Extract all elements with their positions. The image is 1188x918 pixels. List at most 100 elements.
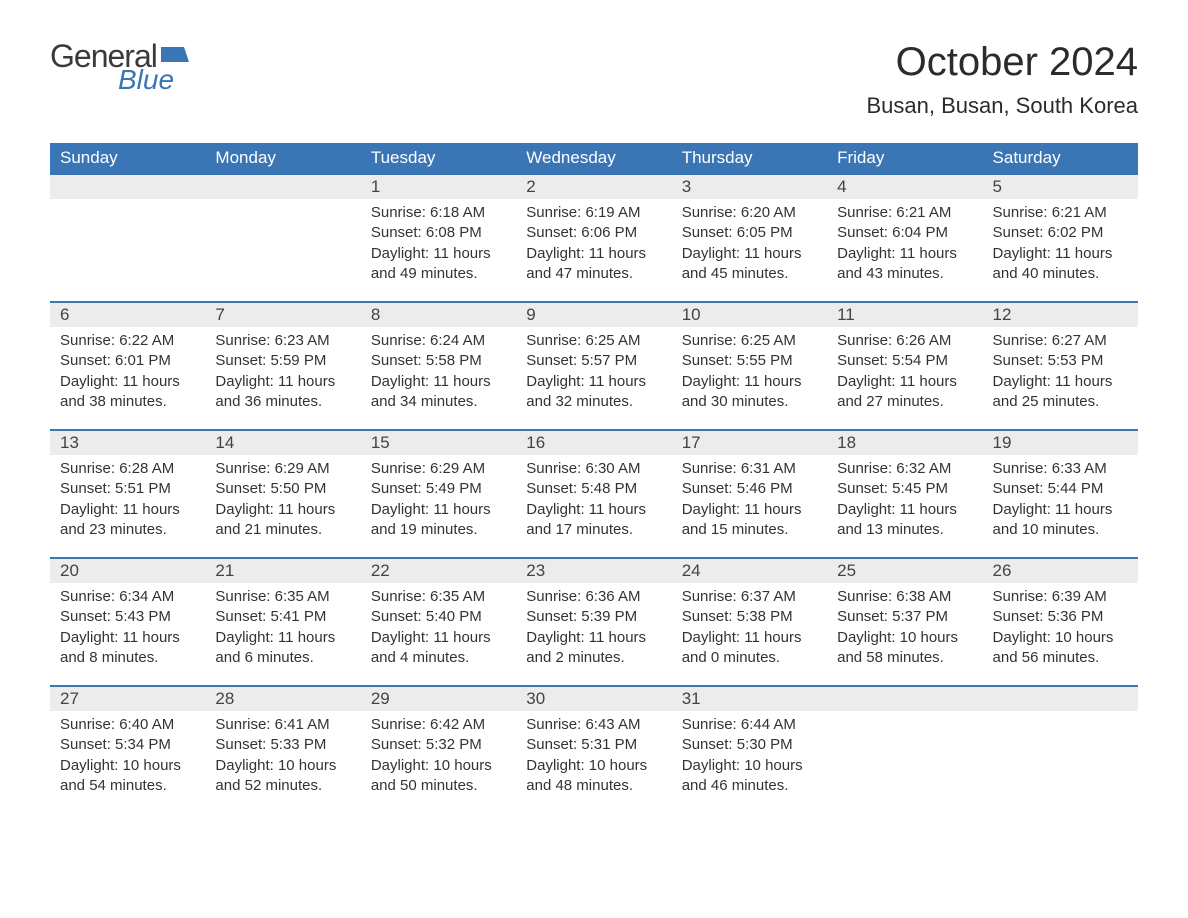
day-sunrise: Sunrise: 6:39 AM: [993, 587, 1128, 607]
day-daylight2: and 48 minutes.: [526, 776, 661, 796]
calendar-cell: 25Sunrise: 6:38 AMSunset: 5:37 PMDayligh…: [827, 557, 982, 685]
day-body: Sunrise: 6:30 AMSunset: 5:48 PMDaylight:…: [516, 455, 671, 544]
day-sunrise: Sunrise: 6:36 AM: [526, 587, 661, 607]
day-daylight1: Daylight: 11 hours: [837, 244, 972, 264]
calendar-cell: .: [50, 173, 205, 301]
day-body: Sunrise: 6:37 AMSunset: 5:38 PMDaylight:…: [672, 583, 827, 672]
calendar-cell: .: [983, 685, 1138, 813]
day-daylight2: and 47 minutes.: [526, 264, 661, 284]
day-number: 15: [361, 429, 516, 455]
day-daylight2: and 38 minutes.: [60, 392, 195, 412]
day-sunset: Sunset: 6:06 PM: [526, 223, 661, 243]
day-daylight1: Daylight: 11 hours: [682, 244, 817, 264]
calendar-cell: 14Sunrise: 6:29 AMSunset: 5:50 PMDayligh…: [205, 429, 360, 557]
day-sunrise: Sunrise: 6:28 AM: [60, 459, 195, 479]
day-sunrise: Sunrise: 6:29 AM: [215, 459, 350, 479]
day-sunrise: Sunrise: 6:20 AM: [682, 203, 817, 223]
day-daylight2: and 6 minutes.: [215, 648, 350, 668]
calendar-week: ..1Sunrise: 6:18 AMSunset: 6:08 PMDaylig…: [50, 173, 1138, 301]
day-daylight2: and 40 minutes.: [993, 264, 1128, 284]
day-number: .: [50, 173, 205, 199]
calendar-cell: 13Sunrise: 6:28 AMSunset: 5:51 PMDayligh…: [50, 429, 205, 557]
day-body: Sunrise: 6:26 AMSunset: 5:54 PMDaylight:…: [827, 327, 982, 416]
day-daylight2: and 17 minutes.: [526, 520, 661, 540]
calendar-head: SundayMondayTuesdayWednesdayThursdayFrid…: [50, 143, 1138, 173]
day-body: Sunrise: 6:25 AMSunset: 5:57 PMDaylight:…: [516, 327, 671, 416]
day-sunset: Sunset: 5:30 PM: [682, 735, 817, 755]
location: Busan, Busan, South Korea: [866, 93, 1138, 119]
day-body: Sunrise: 6:18 AMSunset: 6:08 PMDaylight:…: [361, 199, 516, 288]
day-sunset: Sunset: 5:46 PM: [682, 479, 817, 499]
day-number: 19: [983, 429, 1138, 455]
calendar-cell: 16Sunrise: 6:30 AMSunset: 5:48 PMDayligh…: [516, 429, 671, 557]
day-sunset: Sunset: 5:44 PM: [993, 479, 1128, 499]
day-number: 11: [827, 301, 982, 327]
day-number: 21: [205, 557, 360, 583]
day-sunset: Sunset: 5:36 PM: [993, 607, 1128, 627]
day-sunset: Sunset: 5:57 PM: [526, 351, 661, 371]
calendar-cell: 30Sunrise: 6:43 AMSunset: 5:31 PMDayligh…: [516, 685, 671, 813]
day-sunset: Sunset: 5:31 PM: [526, 735, 661, 755]
day-daylight1: Daylight: 10 hours: [371, 756, 506, 776]
day-number: 12: [983, 301, 1138, 327]
day-sunrise: Sunrise: 6:26 AM: [837, 331, 972, 351]
logo-text-blue: Blue: [118, 66, 189, 94]
day-label: Sunday: [50, 143, 205, 173]
day-sunrise: Sunrise: 6:31 AM: [682, 459, 817, 479]
day-sunrise: Sunrise: 6:44 AM: [682, 715, 817, 735]
calendar-week: 20Sunrise: 6:34 AMSunset: 5:43 PMDayligh…: [50, 557, 1138, 685]
day-sunrise: Sunrise: 6:30 AM: [526, 459, 661, 479]
day-number: 10: [672, 301, 827, 327]
day-sunrise: Sunrise: 6:38 AM: [837, 587, 972, 607]
day-daylight1: Daylight: 11 hours: [215, 628, 350, 648]
day-daylight1: Daylight: 11 hours: [215, 500, 350, 520]
day-sunrise: Sunrise: 6:41 AM: [215, 715, 350, 735]
calendar-cell: 20Sunrise: 6:34 AMSunset: 5:43 PMDayligh…: [50, 557, 205, 685]
day-sunrise: Sunrise: 6:21 AM: [993, 203, 1128, 223]
calendar-cell: 6Sunrise: 6:22 AMSunset: 6:01 PMDaylight…: [50, 301, 205, 429]
day-sunset: Sunset: 5:55 PM: [682, 351, 817, 371]
day-number: 25: [827, 557, 982, 583]
calendar-cell: .: [205, 173, 360, 301]
calendar-cell: 29Sunrise: 6:42 AMSunset: 5:32 PMDayligh…: [361, 685, 516, 813]
day-body: Sunrise: 6:35 AMSunset: 5:41 PMDaylight:…: [205, 583, 360, 672]
day-number: 29: [361, 685, 516, 711]
calendar-cell: 22Sunrise: 6:35 AMSunset: 5:40 PMDayligh…: [361, 557, 516, 685]
day-daylight2: and 32 minutes.: [526, 392, 661, 412]
day-number: 23: [516, 557, 671, 583]
day-body: Sunrise: 6:29 AMSunset: 5:49 PMDaylight:…: [361, 455, 516, 544]
day-sunset: Sunset: 5:34 PM: [60, 735, 195, 755]
day-label: Thursday: [672, 143, 827, 173]
calendar-cell: 7Sunrise: 6:23 AMSunset: 5:59 PMDaylight…: [205, 301, 360, 429]
day-body: Sunrise: 6:24 AMSunset: 5:58 PMDaylight:…: [361, 327, 516, 416]
day-label: Friday: [827, 143, 982, 173]
calendar-body: ..1Sunrise: 6:18 AMSunset: 6:08 PMDaylig…: [50, 173, 1138, 813]
day-daylight2: and 36 minutes.: [215, 392, 350, 412]
day-body: Sunrise: 6:43 AMSunset: 5:31 PMDaylight:…: [516, 711, 671, 800]
calendar-cell: 17Sunrise: 6:31 AMSunset: 5:46 PMDayligh…: [672, 429, 827, 557]
day-daylight2: and 21 minutes.: [215, 520, 350, 540]
calendar-week: 13Sunrise: 6:28 AMSunset: 5:51 PMDayligh…: [50, 429, 1138, 557]
day-daylight2: and 0 minutes.: [682, 648, 817, 668]
day-sunset: Sunset: 5:32 PM: [371, 735, 506, 755]
day-number: 13: [50, 429, 205, 455]
day-number: .: [827, 685, 982, 711]
calendar-cell: 10Sunrise: 6:25 AMSunset: 5:55 PMDayligh…: [672, 301, 827, 429]
day-daylight2: and 30 minutes.: [682, 392, 817, 412]
day-daylight2: and 13 minutes.: [837, 520, 972, 540]
day-sunset: Sunset: 5:45 PM: [837, 479, 972, 499]
day-body: Sunrise: 6:23 AMSunset: 5:59 PMDaylight:…: [205, 327, 360, 416]
day-number: 30: [516, 685, 671, 711]
day-number: 5: [983, 173, 1138, 199]
day-daylight2: and 54 minutes.: [60, 776, 195, 796]
day-number: 4: [827, 173, 982, 199]
day-sunrise: Sunrise: 6:40 AM: [60, 715, 195, 735]
day-daylight2: and 10 minutes.: [993, 520, 1128, 540]
day-daylight2: and 25 minutes.: [993, 392, 1128, 412]
calendar-cell: 8Sunrise: 6:24 AMSunset: 5:58 PMDaylight…: [361, 301, 516, 429]
day-body: Sunrise: 6:34 AMSunset: 5:43 PMDaylight:…: [50, 583, 205, 672]
day-daylight1: Daylight: 10 hours: [215, 756, 350, 776]
calendar-cell: 4Sunrise: 6:21 AMSunset: 6:04 PMDaylight…: [827, 173, 982, 301]
day-number: 8: [361, 301, 516, 327]
day-daylight1: Daylight: 11 hours: [526, 244, 661, 264]
